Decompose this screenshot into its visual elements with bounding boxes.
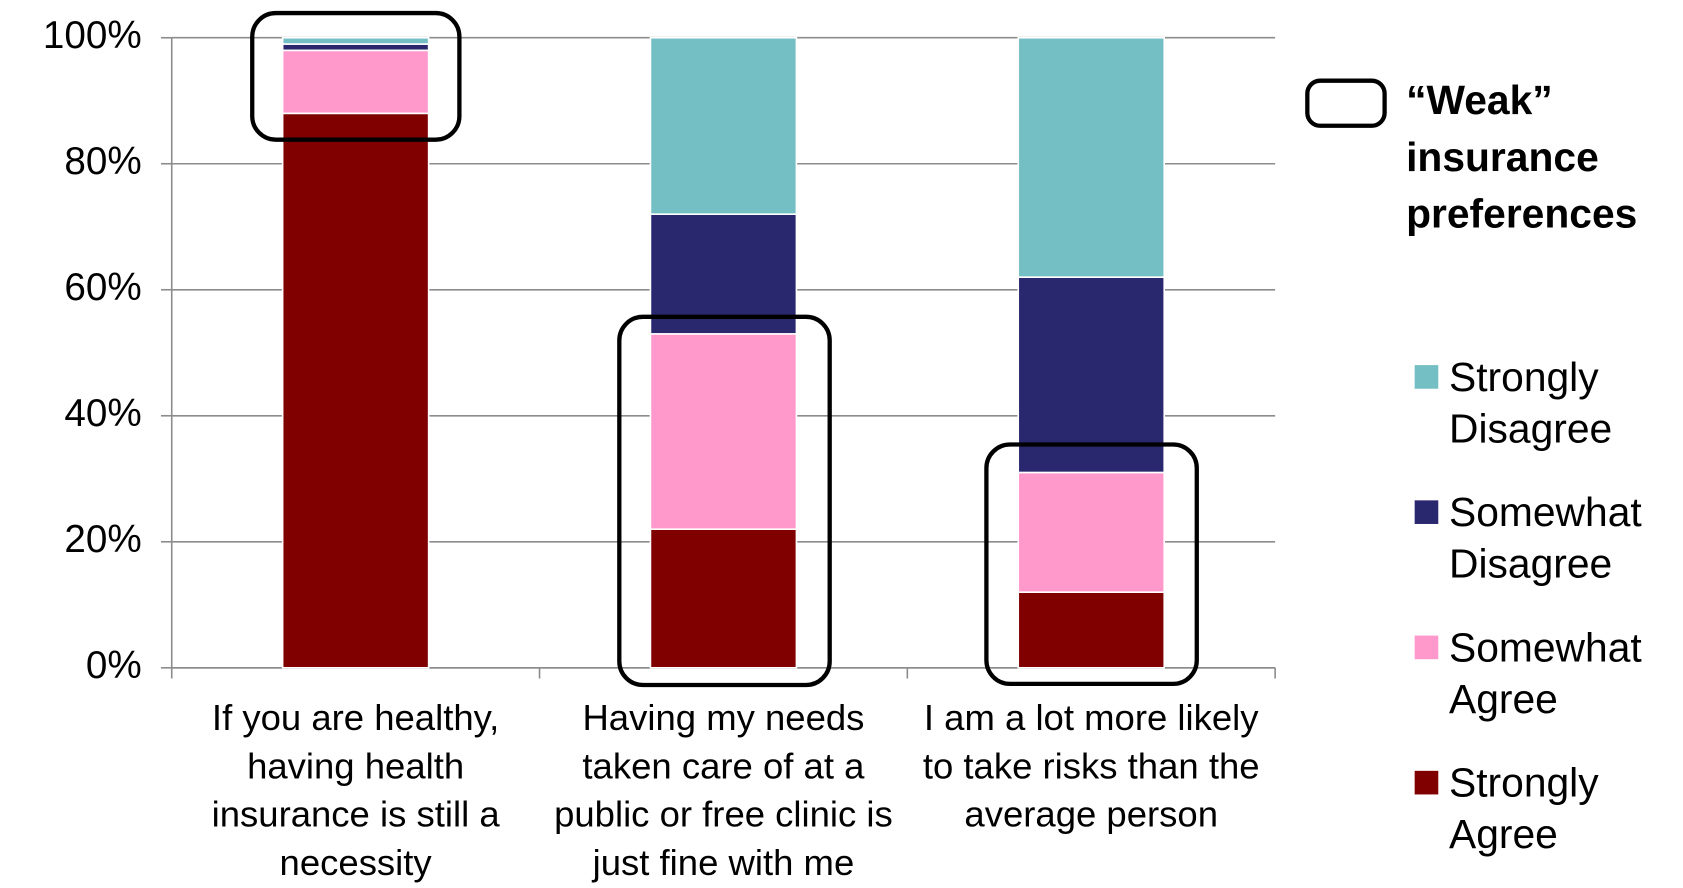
y-tick-label: 20%: [64, 518, 141, 561]
bar-segment: [281, 112, 430, 669]
bar-segment: [281, 43, 430, 52]
bar-segment: [649, 528, 798, 669]
bar-segment: [1017, 36, 1166, 278]
legend-label-wrap: Somewhat Disagree: [1449, 490, 1642, 588]
y-tick-label: 40%: [64, 392, 141, 435]
legend-label-wrap: Strongly Agree: [1449, 761, 1599, 858]
annotation-box: [1305, 78, 1387, 128]
y-tick-label: 80%: [64, 140, 141, 183]
x-tick-label-wrap: If you are healthy, having health insura…: [211, 697, 500, 884]
legend-swatch: [1414, 770, 1439, 795]
y-tick-label: 0%: [86, 644, 142, 687]
highlight-box: [250, 10, 462, 142]
x-tick-label-wrap: I am a lot more likely to take risks tha…: [922, 697, 1260, 836]
legend-swatch: [1414, 365, 1439, 389]
bar-segment: [649, 36, 798, 215]
legend-label: Somewhat Agree: [1449, 625, 1642, 723]
legend-swatch: [1414, 500, 1439, 524]
bar-segment: [649, 333, 798, 530]
x-tick-label: I am a lot more likely to take risks tha…: [922, 697, 1260, 836]
legend-label: Somewhat Disagree: [1449, 490, 1642, 588]
bar-segment: [1017, 591, 1166, 669]
legend-label: Strongly Disagree: [1449, 355, 1613, 453]
legend-label-wrap: Strongly Disagree: [1449, 355, 1613, 453]
x-tick-label: Having my needs taken care of at a publi…: [554, 697, 893, 884]
bar-segment: [281, 49, 430, 115]
bar-segment: [1017, 471, 1166, 593]
legend-label: Strongly Agree: [1449, 761, 1599, 858]
highlight-box: [617, 314, 832, 688]
y-tick-label: 100%: [43, 14, 142, 57]
legend-label-wrap: Somewhat Agree: [1449, 625, 1642, 723]
bar-segment: [281, 36, 430, 45]
y-tick-label: 60%: [64, 266, 141, 309]
annotation: “Weak” insurance preferences: [1406, 78, 1638, 238]
highlight-box: [984, 442, 1199, 687]
x-tick-label-wrap: Having my needs taken care of at a publi…: [554, 697, 893, 884]
annotation-wrap: “Weak” insurance preferences: [1406, 78, 1638, 238]
legend-swatch: [1414, 635, 1439, 660]
x-tick-label: If you are healthy, having health insura…: [211, 697, 500, 884]
